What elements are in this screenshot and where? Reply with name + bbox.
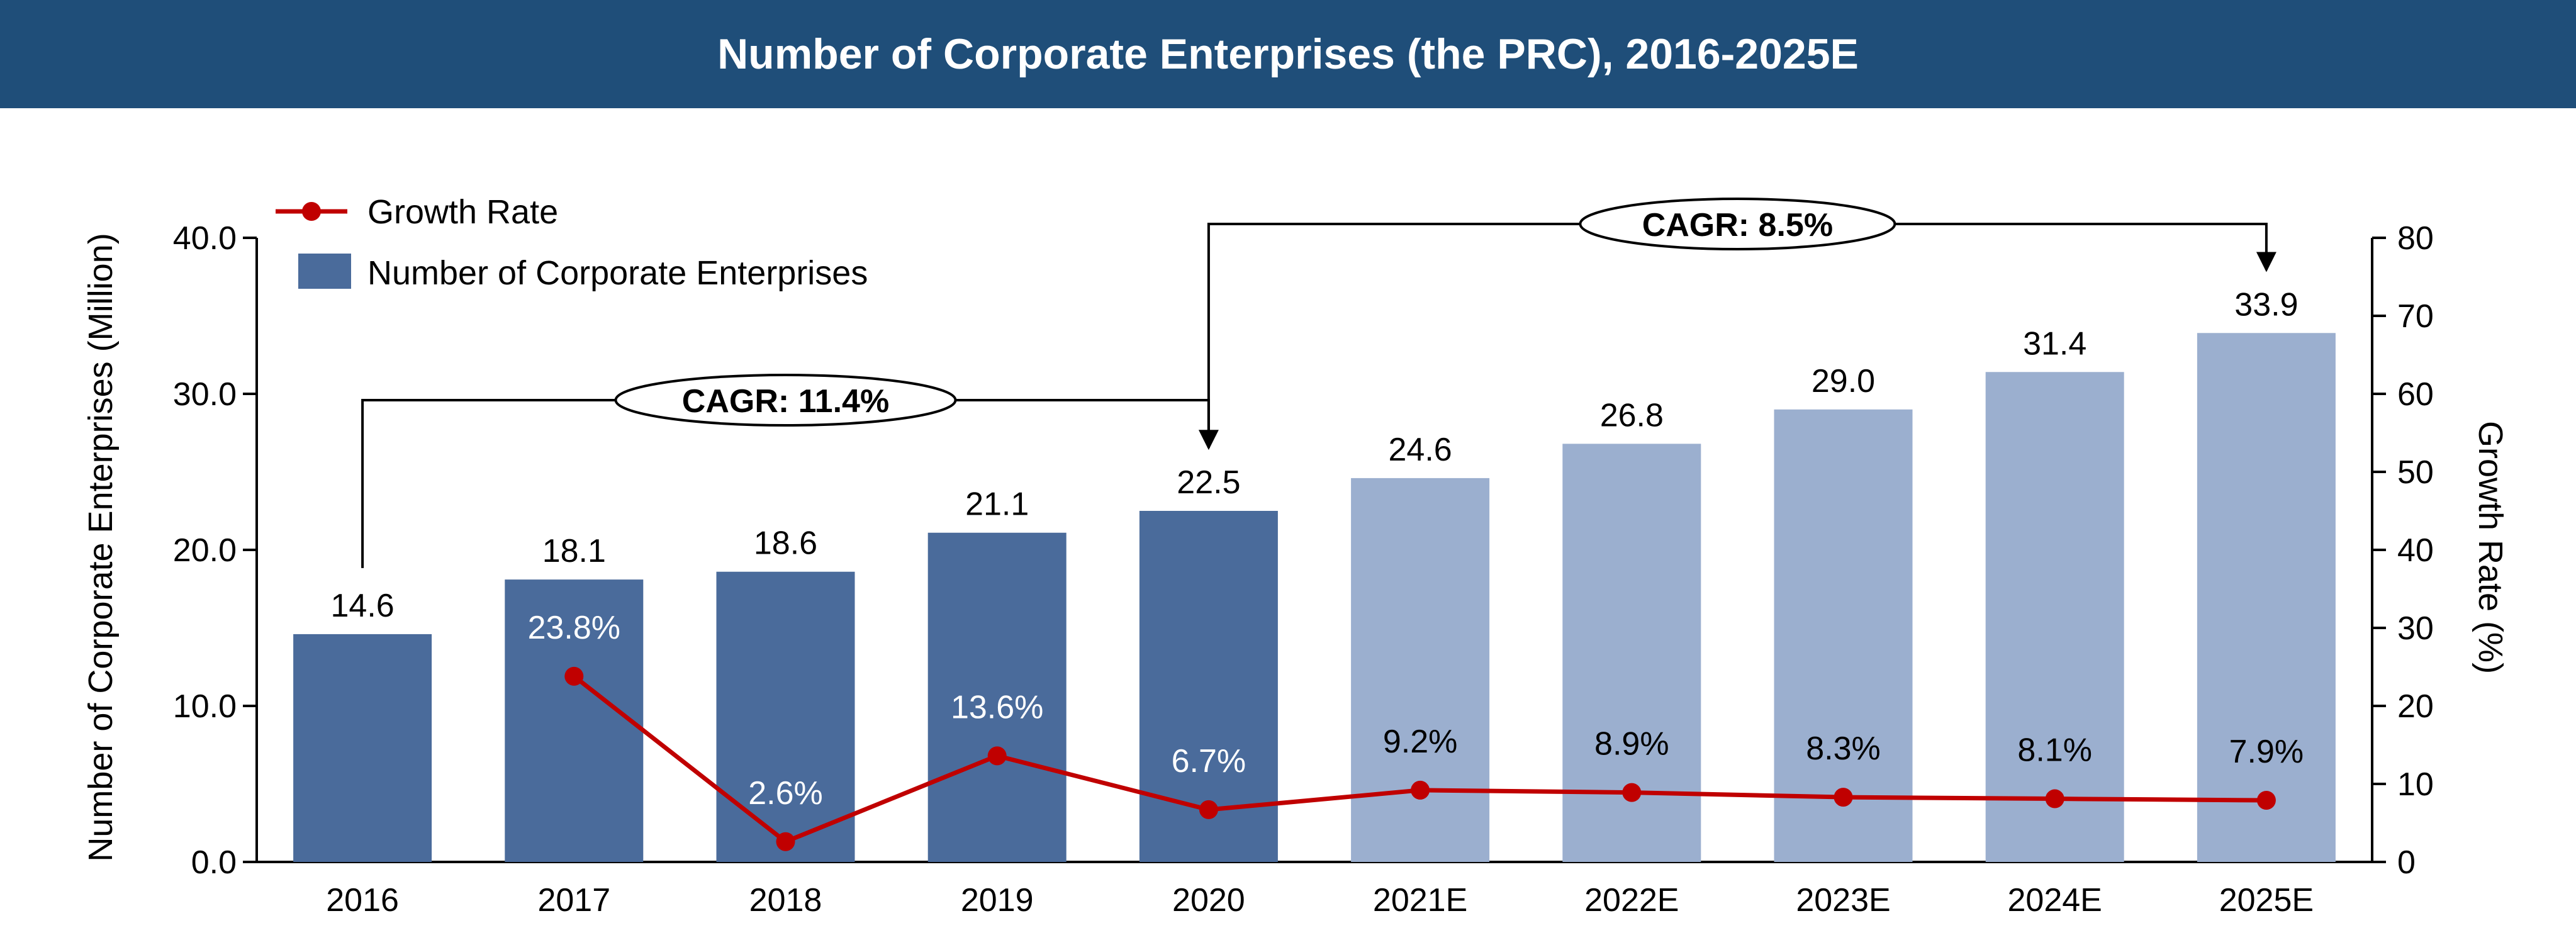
x-tick-label: 2017 [537, 882, 610, 919]
bar-value-label: 26.8 [1600, 397, 1664, 433]
growth-rate-point [776, 832, 795, 851]
growth-rate-label: 7.9% [2229, 734, 2304, 770]
right-tick-label: 10 [2397, 766, 2434, 803]
growth-rate-label: 6.7% [1172, 743, 1246, 780]
legend-label: Number of Corporate Enterprises [367, 254, 868, 292]
bar-2018 [716, 571, 855, 862]
bar-value-label: 24.6 [1388, 432, 1452, 468]
legend-entry-enterprises: Number of Corporate Enterprises [298, 254, 868, 292]
bar-value-label: 22.5 [1177, 464, 1240, 501]
left-tick-label: 40.0 [173, 220, 237, 257]
growth-rate-labels: 23.8% 2.6% 13.6% 6.7% 9.2% 8.9% 8.3% 8.1% 7.9% [528, 610, 2304, 812]
bar-value-label: 21.1 [965, 486, 1029, 523]
right-tick-label: 70 [2397, 298, 2434, 335]
growth-rate-label: 23.8% [528, 610, 620, 646]
left-tick-label: 0.0 [191, 844, 237, 881]
right-tick-label: 0 [2397, 844, 2416, 881]
growth-rate-point [564, 666, 584, 686]
x-tick-label: 2023E [1796, 882, 1890, 919]
left-tick-label: 20.0 [173, 532, 237, 569]
bar-value-label: 18.6 [754, 525, 817, 562]
chart-title: Number of Corporate Enterprises (the PRC… [717, 30, 1859, 78]
growth-rate-point [2256, 791, 2276, 810]
right-tick-label: 40 [2397, 532, 2434, 569]
bar-value-label: 31.4 [2023, 325, 2086, 362]
growth-rate-label: 9.2% [1383, 724, 1458, 760]
left-tick-label: 30.0 [173, 376, 237, 413]
bar-2024E [1985, 372, 2124, 862]
right-axis-title: Growth Rate (%) [2472, 421, 2509, 674]
right-tick-label: 30 [2397, 610, 2434, 647]
bar-2025E [2197, 333, 2336, 862]
bar-value-label: 14.6 [330, 588, 394, 624]
right-tick-label: 50 [2397, 454, 2434, 491]
left-tick-label: 10.0 [173, 688, 237, 725]
bar-2016 [293, 634, 432, 862]
cagr-annotation: CAGR: 8.5% [1207, 198, 2276, 445]
bar-2019 [927, 532, 1067, 862]
x-tick-label: 2020 [1172, 882, 1245, 919]
growth-rate-series [564, 666, 2276, 851]
x-tick-label: 2022E [1584, 882, 1679, 919]
right-tick-label: 20 [2397, 688, 2434, 725]
legend-label: Growth Rate [367, 193, 558, 231]
growth-rate-point [1622, 783, 1642, 802]
bar-value-label: 18.1 [542, 533, 606, 569]
x-tick-label: 2025E [2219, 882, 2314, 919]
legend-marker [302, 202, 321, 221]
growth-rate-point [987, 746, 1007, 766]
growth-rate-label: 2.6% [748, 775, 823, 812]
cagr-label: CAGR: 8.5% [1642, 207, 1833, 243]
growth-rate-point [1834, 788, 1853, 807]
growth-rate-label: 8.1% [2017, 732, 2092, 769]
left-axis-title: Number of Corporate Enterprises (Million… [82, 233, 120, 861]
cagr-label: CAGR: 11.4% [682, 383, 889, 420]
cagr-ellipse [614, 374, 957, 427]
bar-value-label: 33.9 [2234, 286, 2298, 323]
bar-value-labels: 14.6 18.1 18.6 21.1 22.5 24.6 26.8 29.0 31.4 33.9 [330, 286, 2298, 624]
right-axis-ticks: 0 10 20 30 40 50 60 70 80 [2372, 220, 2434, 881]
left-axis-ticks: 0.0 10.0 20.0 30.0 40.0 [173, 220, 257, 881]
bar-2017 [505, 579, 644, 862]
x-tick-label: 2016 [326, 882, 399, 919]
bar-2021E [1351, 478, 1490, 862]
cagr-ellipse [1579, 198, 1896, 250]
growth-rate-label: 8.3% [1806, 730, 1881, 767]
bar-2023E [1774, 409, 1913, 862]
x-tick-label: 2021E [1373, 882, 1467, 919]
x-tick-label: 2018 [749, 882, 822, 919]
legend-bar-swatch [298, 254, 351, 289]
legend-entry-growth-rate: Growth Rate [276, 193, 558, 231]
right-tick-label: 60 [2397, 376, 2434, 413]
growth-rate-label: 8.9% [1594, 726, 1669, 763]
growth-rate-label: 13.6% [951, 689, 1043, 725]
title-banner [0, 0, 2576, 108]
bar-series [293, 333, 2336, 862]
growth-rate-point [2045, 789, 2064, 808]
right-tick-label: 80 [2397, 220, 2434, 257]
x-tick-label: 2019 [961, 882, 1034, 919]
bar-value-label: 29.0 [1812, 363, 1875, 400]
x-axis-tick-labels: 2016 2017 2018 2019 2020 2021E 2022E 2023E 2024E… [326, 882, 2314, 919]
growth-rate-point [1411, 780, 1430, 800]
legend: Growth Rate Number of Corporate Enterpris… [276, 193, 868, 292]
growth-rate-point [1199, 800, 1218, 819]
cagr-annotations: CAGR: 11.4% CAGR: 8.5% [361, 198, 2276, 568]
x-tick-label: 2024E [2008, 882, 2102, 919]
